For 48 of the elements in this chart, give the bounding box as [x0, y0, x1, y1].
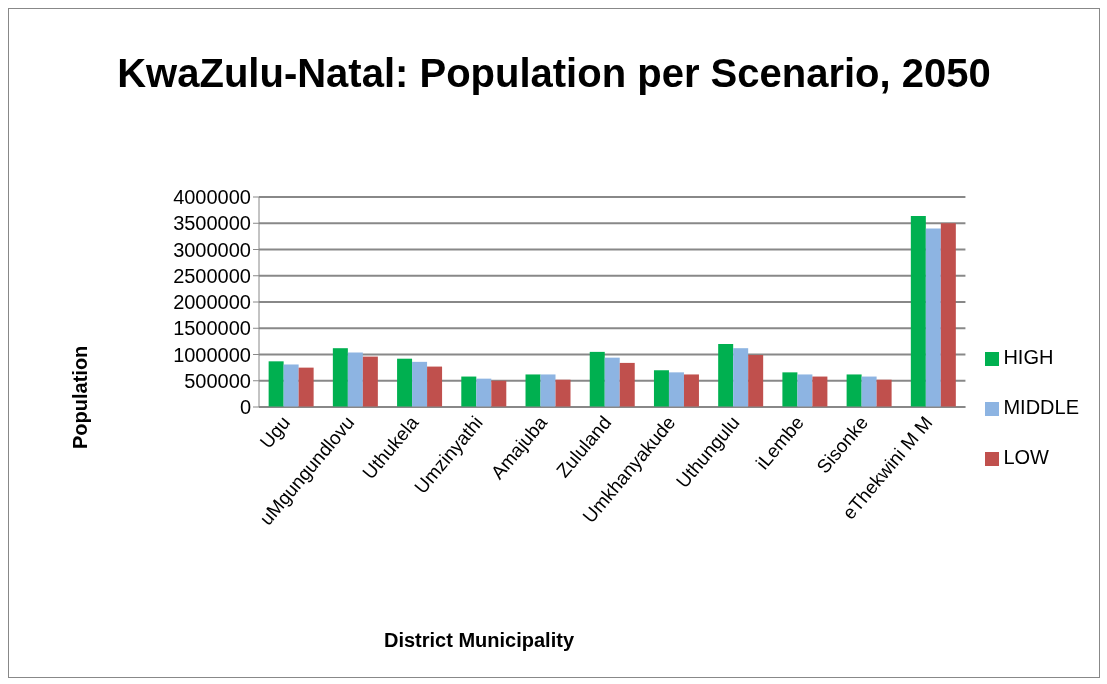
bar [733, 348, 749, 407]
bar [812, 376, 828, 407]
bar [846, 374, 862, 407]
bar [876, 379, 892, 407]
y-tick-label: 2500000 [173, 264, 251, 287]
y-tick-label: 1000000 [173, 343, 251, 366]
y-tick-label: 1500000 [173, 317, 251, 340]
bar [589, 351, 605, 407]
bar [540, 374, 556, 407]
y-axis-title: Population [69, 345, 91, 449]
bar [283, 364, 299, 407]
bar [412, 361, 428, 407]
bar [525, 374, 541, 407]
legend-label: HIGH [1003, 346, 1054, 368]
bar [653, 370, 669, 407]
bar [718, 344, 734, 407]
bar [782, 372, 798, 407]
legend-label: LOW [1003, 446, 1049, 468]
x-axis-title: District Municipality [383, 629, 575, 652]
bar [362, 356, 378, 407]
bar [427, 366, 443, 407]
y-tick-label: 500000 [184, 369, 251, 392]
y-tick-label: 0 [239, 396, 251, 419]
bar [861, 376, 877, 407]
chart-title: KwaZulu-Natal: Population per Scenario, 2050 [116, 50, 992, 97]
bar [461, 376, 477, 407]
bar [619, 362, 635, 407]
y-tick-label: 4000000 [173, 186, 251, 209]
y-tick-label: 3500000 [173, 212, 251, 235]
bar [332, 348, 348, 407]
bar [268, 361, 284, 407]
bar [491, 380, 507, 407]
bar [555, 379, 571, 407]
bar [797, 374, 813, 407]
bar [347, 352, 363, 407]
bar [925, 228, 941, 407]
bar [683, 374, 699, 407]
y-tick-label: 3000000 [173, 238, 251, 261]
bar [397, 358, 413, 407]
bar [940, 223, 956, 407]
bar [476, 378, 492, 407]
y-tick-label: 2000000 [173, 291, 251, 314]
bar [604, 357, 620, 407]
bar [298, 367, 314, 407]
bar [668, 372, 684, 407]
bar [910, 215, 926, 407]
legend-label: MIDDLE [1003, 396, 1079, 418]
bar [748, 355, 764, 407]
